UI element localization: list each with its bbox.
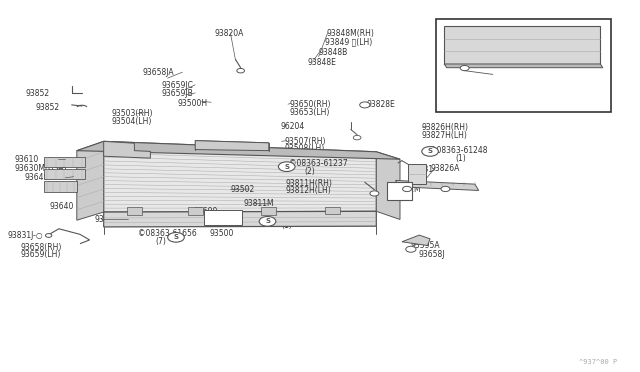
Polygon shape — [104, 141, 376, 212]
Text: ©08363-61237: ©08363-61237 — [289, 159, 348, 168]
Text: 93828E: 93828E — [366, 100, 395, 109]
Text: 93821M: 93821M — [390, 185, 421, 194]
Circle shape — [45, 234, 52, 237]
Text: 93500H: 93500H — [178, 99, 208, 108]
Text: 96204: 96204 — [280, 122, 305, 131]
Polygon shape — [104, 211, 376, 227]
Circle shape — [237, 68, 244, 73]
Text: 93507(RH): 93507(RH) — [284, 137, 326, 146]
Text: 93848E: 93848E — [307, 58, 336, 67]
Text: 93630M(USA): 93630M(USA) — [14, 164, 67, 173]
Text: (1): (1) — [282, 221, 292, 230]
Text: 93852: 93852 — [26, 89, 50, 98]
Text: 93690: 93690 — [193, 207, 218, 216]
Bar — [408, 164, 426, 184]
Text: 93827H(LH): 93827H(LH) — [421, 131, 467, 140]
Text: 93595A: 93595A — [411, 241, 440, 250]
Text: 93826A: 93826A — [430, 164, 460, 173]
Text: ©08363-6202G: ©08363-6202G — [264, 213, 323, 222]
Text: 93659JB: 93659JB — [161, 89, 193, 98]
Text: 93826H(RH): 93826H(RH) — [421, 123, 468, 132]
Bar — [127, 208, 142, 215]
Bar — [204, 210, 242, 225]
Text: 93650(RH): 93650(RH) — [289, 100, 331, 109]
Polygon shape — [195, 141, 269, 151]
Bar — [188, 207, 203, 215]
Circle shape — [353, 135, 361, 140]
Polygon shape — [402, 235, 430, 246]
Text: S: S — [173, 234, 179, 240]
Text: 93849 　(LH): 93849 (LH) — [325, 37, 372, 46]
Text: S: S — [428, 148, 433, 154]
Text: 93659(LH): 93659(LH) — [20, 250, 61, 259]
Circle shape — [422, 147, 438, 156]
Polygon shape — [444, 64, 603, 68]
Text: 93658(RH): 93658(RH) — [20, 243, 62, 252]
Circle shape — [460, 65, 469, 71]
Text: 93508(LH): 93508(LH) — [284, 144, 324, 153]
Polygon shape — [396, 180, 479, 190]
Circle shape — [370, 191, 379, 196]
Text: 93653(LH): 93653(LH) — [289, 108, 330, 117]
Text: S: S — [284, 164, 289, 170]
Polygon shape — [104, 141, 150, 158]
Circle shape — [441, 186, 450, 192]
Bar — [44, 169, 85, 179]
Circle shape — [403, 186, 412, 192]
Circle shape — [406, 246, 416, 252]
Text: 93811H(RH): 93811H(RH) — [285, 179, 332, 187]
Polygon shape — [77, 141, 104, 220]
Bar — [44, 157, 85, 167]
Text: (1): (1) — [456, 154, 467, 163]
Text: 93848B: 93848B — [319, 48, 348, 57]
Text: 93503(RH): 93503(RH) — [112, 109, 154, 118]
Text: 93831J-○: 93831J-○ — [8, 231, 43, 240]
Text: 93659JC: 93659JC — [161, 81, 193, 90]
Text: 93848M(RH): 93848M(RH) — [326, 29, 374, 38]
Bar — [325, 207, 340, 214]
Circle shape — [168, 232, 184, 242]
Text: 93852: 93852 — [35, 103, 60, 112]
Text: 93812H(LH): 93812H(LH) — [285, 186, 331, 195]
Bar — [44, 181, 77, 192]
Text: ^937^00 P: ^937^00 P — [579, 359, 618, 365]
Text: 93500: 93500 — [210, 229, 234, 238]
Text: 93662: 93662 — [95, 215, 119, 224]
Text: 93811M: 93811M — [243, 199, 274, 208]
Bar — [387, 182, 412, 200]
Text: 93504(LH): 93504(LH) — [112, 117, 152, 126]
Text: 93640: 93640 — [50, 202, 74, 211]
Bar — [261, 207, 276, 215]
Text: ©08363-61248: ©08363-61248 — [429, 146, 487, 155]
Text: 93820A: 93820A — [214, 29, 244, 38]
Text: 93658J: 93658J — [419, 250, 445, 259]
Text: (2): (2) — [304, 167, 315, 176]
Circle shape — [259, 217, 276, 226]
Text: 93640: 93640 — [24, 173, 49, 182]
Text: 93831: 93831 — [410, 165, 434, 174]
Text: 93658JA: 93658JA — [142, 68, 173, 77]
Bar — [436, 19, 611, 112]
Text: ©08363-61656: ©08363-61656 — [138, 229, 196, 238]
Polygon shape — [376, 152, 400, 219]
Polygon shape — [444, 26, 600, 64]
Text: 93610: 93610 — [14, 155, 38, 164]
Text: (7): (7) — [156, 237, 166, 246]
Circle shape — [278, 162, 295, 171]
Text: 93848EA: 93848EA — [512, 64, 546, 73]
Polygon shape — [77, 141, 400, 159]
Text: 93502: 93502 — [230, 185, 255, 194]
Circle shape — [360, 102, 370, 108]
Text: S: S — [265, 218, 270, 224]
